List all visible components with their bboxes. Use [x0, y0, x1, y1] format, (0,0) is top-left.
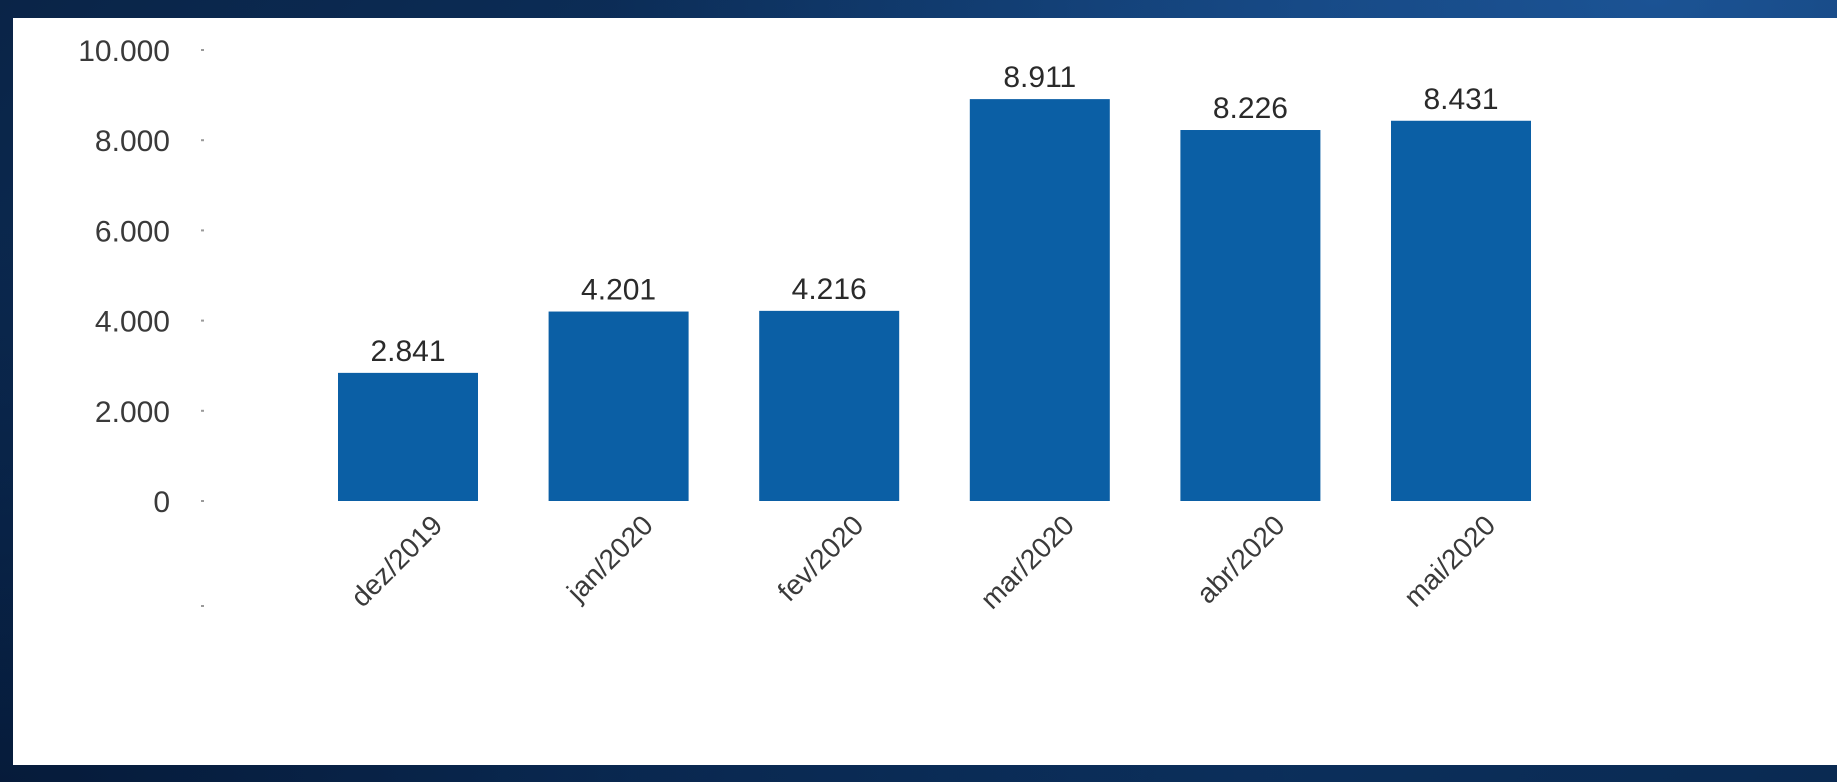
- y-tick-label: 4.000: [95, 306, 170, 339]
- y-tick-mark: [201, 319, 204, 322]
- axis-end-mark: [201, 605, 204, 607]
- y-axis: 0 2.000 4.000 6.000 8.000 10.000: [78, 35, 204, 607]
- data-label: 4.216: [792, 273, 867, 306]
- value-labels: 2.841 4.201 4.216 8.911 8.226 8.431: [370, 61, 1498, 368]
- y-tick-mark: [201, 409, 204, 412]
- data-label: 2.841: [370, 335, 445, 368]
- data-label: 8.226: [1213, 92, 1288, 125]
- bar: [548, 311, 689, 501]
- bar: [1180, 130, 1321, 502]
- y-tick-label: 8.000: [95, 125, 170, 158]
- x-tick-label: abr/2020: [1191, 509, 1291, 609]
- bar: [759, 310, 900, 501]
- bar-chart: 0 2.000 4.000 6.000 8.000 10.000 2.841 4.201 4.…: [78, 35, 1531, 615]
- y-tick-label: 0: [153, 486, 170, 519]
- chart-panel: 0 2.000 4.000 6.000 8.000 10.000 2.841 4.201 4.…: [13, 18, 1837, 765]
- bar: [1391, 120, 1531, 501]
- y-tick-mark: [201, 500, 204, 502]
- data-label: 8.431: [1423, 83, 1498, 116]
- y-tick-label: 10.000: [78, 35, 170, 68]
- x-tick-label: fev/2020: [772, 509, 870, 607]
- x-tick-label: mai/2020: [1398, 509, 1501, 612]
- x-axis: dez/2019 jan/2020 fev/2020 mar/2020 abr/2020…: [345, 509, 1501, 615]
- y-tick-label: 2.000: [95, 396, 170, 429]
- x-tick-label: mar/2020: [974, 509, 1080, 615]
- data-label: 4.201: [581, 274, 656, 307]
- data-label: 8.911: [1003, 61, 1076, 94]
- x-tick-label: jan/2020: [560, 509, 659, 608]
- bars: [338, 99, 1531, 502]
- y-tick-mark: [201, 229, 204, 232]
- y-tick-mark: [201, 139, 204, 142]
- x-tick-label: dez/2019: [345, 509, 448, 612]
- y-tick-label: 6.000: [95, 215, 170, 248]
- y-tick-mark: [201, 49, 204, 51]
- bar: [969, 99, 1110, 502]
- bar: [338, 372, 478, 501]
